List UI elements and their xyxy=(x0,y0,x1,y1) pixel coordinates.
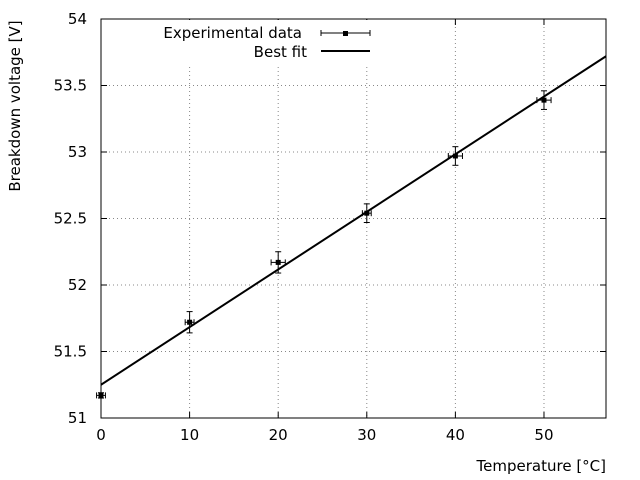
y-tick-label: 54 xyxy=(68,10,87,28)
x-tick-label: 0 xyxy=(96,426,106,444)
data-point-marker xyxy=(452,153,458,159)
best-fit-line xyxy=(100,55,607,386)
y-tick-label: 51.5 xyxy=(54,343,87,361)
data-point-marker xyxy=(275,259,281,265)
data-point-marker xyxy=(364,210,370,216)
x-axis-label: Temperature [°C] xyxy=(476,457,606,475)
data-point xyxy=(184,311,195,334)
grid xyxy=(101,19,606,418)
x-tick-label: 50 xyxy=(534,426,553,444)
x-tick-label: 40 xyxy=(446,426,465,444)
data-point xyxy=(447,146,463,166)
y-tick-label: 52.5 xyxy=(54,210,87,228)
legend: Experimental data Best fit xyxy=(140,20,380,66)
tick-labels: 0 10 20 30 40 50 51 51.5 52 52.5 53 53.5 54 xyxy=(54,10,554,444)
y-axis-label: Breakdown voltage [V] xyxy=(6,20,24,191)
y-tick-label: 51 xyxy=(68,409,87,427)
x-tick-label: 10 xyxy=(180,426,199,444)
legend-point-marker xyxy=(343,31,348,36)
data-point xyxy=(361,203,372,223)
legend-label-best-fit: Best fit xyxy=(254,43,307,61)
legend-marker-experimental xyxy=(320,30,371,36)
y-tick-label: 53.5 xyxy=(54,77,87,95)
legend-background xyxy=(140,20,380,66)
y-tick-label: 52 xyxy=(68,276,87,294)
data-point-marker xyxy=(541,97,547,103)
y-tick-label: 53 xyxy=(68,143,87,161)
fit-layer xyxy=(100,55,607,386)
data-point xyxy=(536,90,552,110)
data-point-marker xyxy=(187,319,193,325)
legend-label-experimental: Experimental data xyxy=(163,24,302,42)
data-point xyxy=(270,251,286,274)
x-tick-label: 20 xyxy=(269,426,288,444)
x-tick-label: 30 xyxy=(357,426,376,444)
